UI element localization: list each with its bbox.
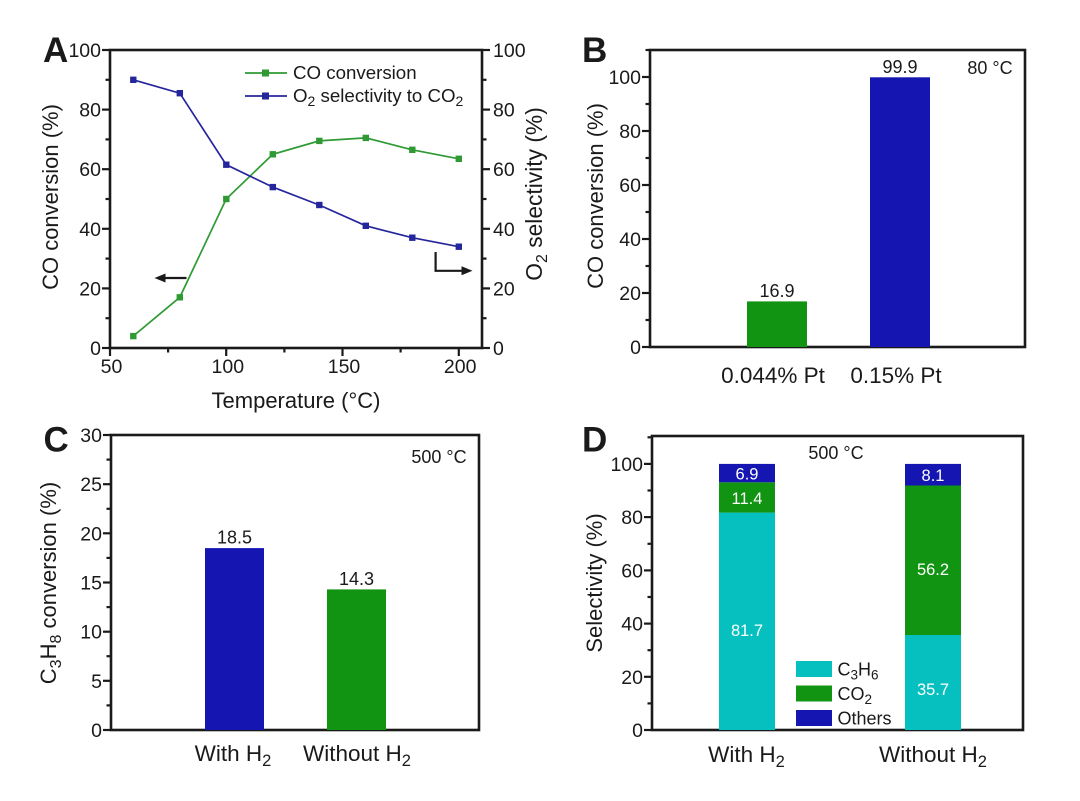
svg-text:40: 40 [619,229,641,251]
svg-text:5: 5 [91,671,102,693]
svg-text:C3H8 conversion (%): C3H8 conversion (%) [36,482,65,684]
svg-text:0.15% Pt: 0.15% Pt [850,363,942,388]
svg-text:8.1: 8.1 [922,467,945,485]
svg-text:99.9: 99.9 [882,57,917,77]
svg-text:56.2: 56.2 [917,561,949,579]
svg-text:80 °C: 80 °C [967,58,1012,78]
svg-text:80: 80 [79,100,101,122]
svg-text:50: 50 [101,356,123,378]
svg-text:15: 15 [80,573,102,595]
svg-text:20: 20 [79,278,101,300]
svg-text:0: 0 [90,338,101,360]
svg-text:80: 80 [619,121,641,143]
svg-text:100: 100 [68,40,101,62]
svg-text:100: 100 [212,356,245,378]
svg-text:20: 20 [619,283,641,305]
svg-text:80: 80 [621,507,643,529]
svg-text:C: C [44,421,69,460]
svg-text:B: B [582,31,607,70]
svg-text:16.9: 16.9 [759,281,794,301]
svg-text:Temperature (°C): Temperature (°C) [212,388,381,413]
svg-text:0.044% Pt: 0.044% Pt [721,363,826,388]
svg-text:60: 60 [621,560,643,582]
svg-text:25: 25 [80,474,102,496]
svg-text:CO conversion (%): CO conversion (%) [38,104,63,290]
svg-text:20: 20 [621,667,643,689]
svg-text:CO conversion (%): CO conversion (%) [583,103,608,289]
svg-text:60: 60 [493,159,515,181]
svg-text:11.4: 11.4 [732,490,763,508]
svg-text:80: 80 [493,100,515,122]
svg-text:O2 selectivity to CO2: O2 selectivity to CO2 [293,85,464,109]
svg-text:With H2: With H2 [195,741,272,770]
svg-text:30: 30 [80,425,102,447]
svg-text:0: 0 [630,337,641,359]
svg-text:O2 selectivity (%): O2 selectivity (%) [521,107,551,281]
svg-text:40: 40 [621,614,643,636]
svg-text:CO2: CO2 [838,684,873,707]
svg-text:20: 20 [493,278,515,300]
svg-text:14.3: 14.3 [339,569,374,589]
svg-text:D: D [582,421,607,460]
svg-text:500 °C: 500 °C [411,447,466,467]
svg-text:60: 60 [79,159,101,181]
svg-text:0: 0 [91,720,102,742]
svg-text:Others: Others [838,709,892,729]
svg-text:With H2: With H2 [708,742,785,771]
svg-text:C3H6: C3H6 [838,660,879,683]
svg-text:Selectivity (%): Selectivity (%) [582,513,607,652]
svg-text:150: 150 [328,356,361,378]
svg-text:40: 40 [493,219,515,241]
svg-text:100: 100 [493,40,526,62]
svg-text:6.9: 6.9 [736,466,759,484]
svg-text:0: 0 [632,720,643,742]
svg-text:0: 0 [493,338,504,360]
svg-text:500 °C: 500 °C [808,443,863,463]
svg-text:100: 100 [608,67,641,89]
svg-text:100: 100 [610,454,643,476]
svg-text:A: A [43,31,68,70]
svg-text:200: 200 [444,356,477,378]
svg-text:10: 10 [80,622,102,644]
svg-text:20: 20 [80,523,102,545]
svg-text:Without H2: Without H2 [879,742,987,771]
svg-text:35.7: 35.7 [917,681,949,699]
svg-text:40: 40 [79,219,101,241]
svg-text:60: 60 [619,175,641,197]
svg-text:81.7: 81.7 [731,622,763,640]
svg-text:CO conversion: CO conversion [293,62,417,83]
svg-text:18.5: 18.5 [217,528,252,548]
svg-text:Without H2: Without H2 [303,741,411,770]
